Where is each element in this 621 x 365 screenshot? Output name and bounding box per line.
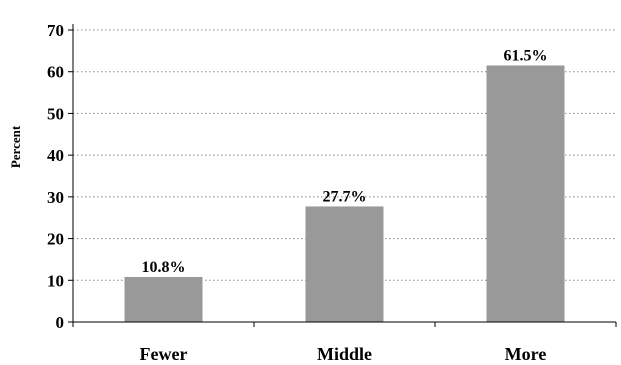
y-tick-label-10: 10 [47,271,64,290]
y-tick-label-40: 40 [47,146,64,165]
data-label-more: 61.5% [504,47,548,64]
labels: 0 10 20 30 40 50 60 70 10.8% Fewer 27.7% Middle 61.5… [47,21,548,364]
data-label-fewer: 10.8% [142,259,186,276]
y-tick-label-50: 50 [47,104,64,123]
x-category-label-more: More [505,344,547,364]
data-label-middle: 27.7% [323,188,367,205]
y-axis-title: Percent [8,125,23,168]
bar-fewer [124,276,203,322]
bar-middle [305,206,384,322]
y-tick-label-30: 30 [47,188,64,207]
axes [68,24,617,327]
y-tick-label-20: 20 [47,230,64,249]
x-category-label-fewer: Fewer [140,344,188,364]
y-tick-label-70: 70 [47,21,64,40]
x-category-label-middle: Middle [317,344,372,364]
bar-more [486,65,565,322]
y-tick-label-60: 60 [47,63,64,82]
y-tick-label-0: 0 [56,313,65,332]
bars [124,65,565,322]
